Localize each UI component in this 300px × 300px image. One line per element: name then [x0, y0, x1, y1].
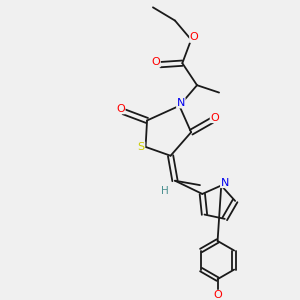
Text: S: S	[138, 142, 145, 152]
Text: O: O	[210, 112, 219, 122]
Text: O: O	[116, 104, 125, 114]
Text: O: O	[213, 290, 222, 300]
Text: O: O	[190, 32, 199, 42]
Text: O: O	[152, 57, 160, 67]
Text: N: N	[220, 178, 229, 188]
Text: H: H	[161, 186, 169, 196]
Text: N: N	[177, 98, 185, 108]
